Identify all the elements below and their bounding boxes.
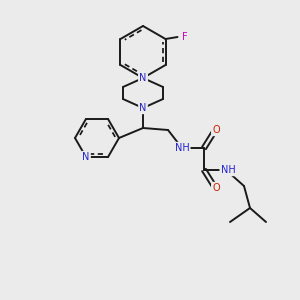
Text: N: N xyxy=(82,152,90,162)
Text: F: F xyxy=(182,32,187,42)
Text: N: N xyxy=(139,103,147,113)
Text: O: O xyxy=(212,183,220,193)
Text: NH: NH xyxy=(220,165,236,175)
Text: O: O xyxy=(212,125,220,135)
Text: NH: NH xyxy=(175,143,189,153)
Text: N: N xyxy=(139,73,147,83)
Text: N: N xyxy=(139,73,147,83)
